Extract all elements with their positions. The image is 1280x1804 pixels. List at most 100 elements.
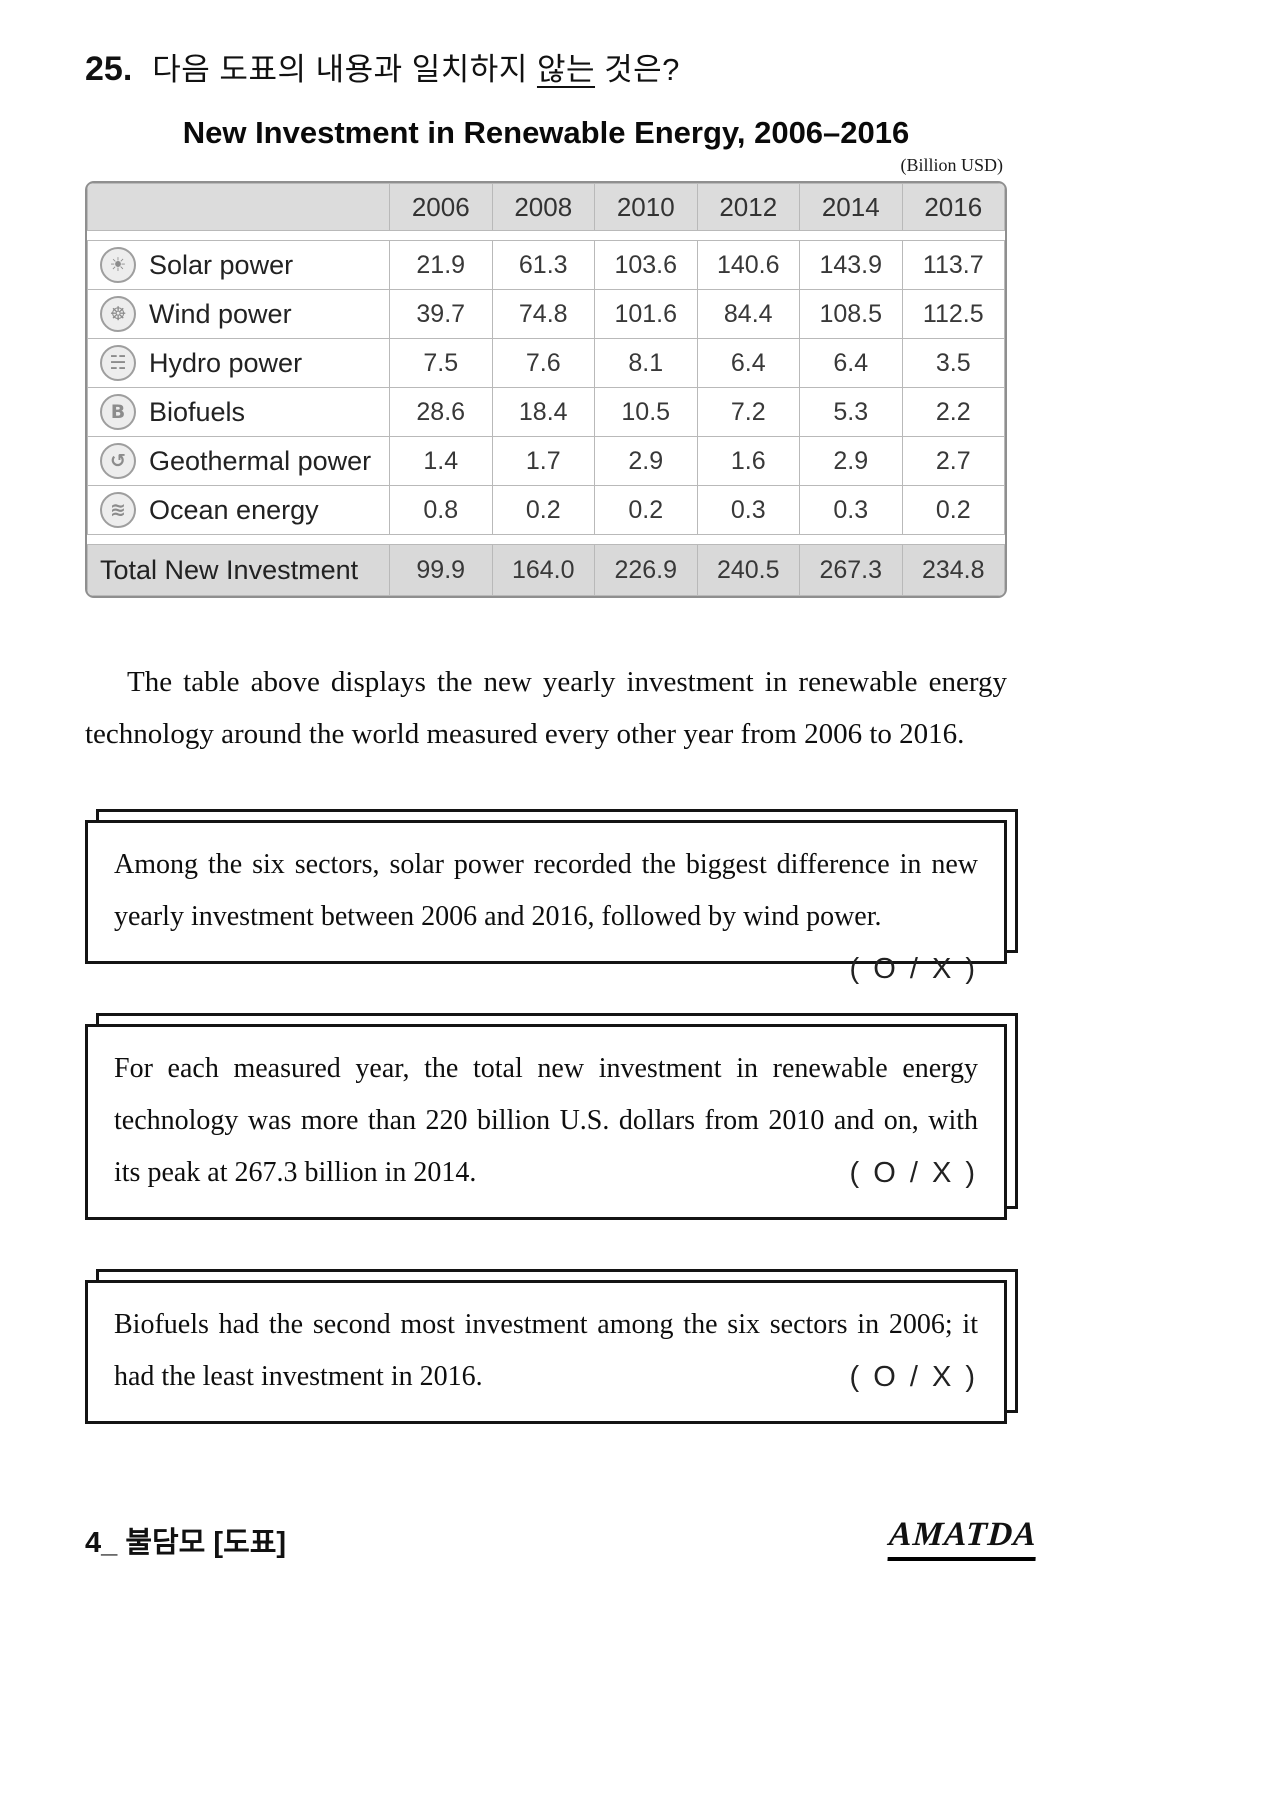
table-cell: 5.3: [799, 387, 903, 437]
table-cell: 2.9: [799, 436, 903, 486]
table-cell: 112.5: [901, 289, 1005, 339]
year-header: 2008: [491, 183, 595, 231]
table-cell: 143.9: [799, 240, 903, 290]
label-header-cell: [87, 183, 390, 231]
table-cell: 267.3: [799, 544, 903, 596]
statement-box-face: Biofuels had the second most investment …: [85, 1280, 1007, 1424]
table-cell: 7.6: [491, 338, 595, 388]
table-cell: 8.1: [594, 338, 698, 388]
statement-box-face: Among the six sectors, solar power recor…: [85, 820, 1007, 985]
icon-glyph: ↺: [110, 449, 126, 472]
table-cell: 99.9: [389, 544, 493, 596]
table-title: New Investment in Renewable Energy, 2006…: [182, 115, 910, 150]
brand-logo: AMATDA: [887, 1516, 1039, 1561]
table-cell: 7.5: [389, 338, 493, 388]
year-header: 2012: [696, 183, 800, 231]
table-cell: 28.6: [389, 387, 493, 437]
question-text-after: 것은?: [595, 52, 680, 87]
table-cell: 0.2: [594, 485, 698, 535]
table-cell: 0.2: [901, 485, 1005, 535]
total-row-label: Total New Investment: [87, 544, 390, 596]
table-cell: 7.2: [696, 387, 800, 437]
question-text-before: 다음 도표의 내용과 일치하지: [152, 52, 537, 87]
question-text-underlined: 않는: [536, 52, 596, 87]
year-header: 2010: [594, 183, 698, 231]
row-label: Wind power: [149, 298, 292, 329]
row-label-cell: ☀ Solar power: [87, 240, 390, 290]
question-number: 25.: [85, 50, 133, 88]
table-total-row: Total New Investment 99.9 164.0 226.9 24…: [87, 544, 1005, 596]
table-cell: 240.5: [696, 544, 800, 596]
geothermal-icon: ↺: [100, 443, 136, 479]
unit-label: (Billion USD): [900, 155, 1003, 175]
table-cell: 1.6: [696, 436, 800, 486]
description-paragraph: The table above displays the new yearly …: [85, 666, 1007, 750]
row-label: Ocean energy: [149, 494, 319, 525]
row-label-cell: ≋ Ocean energy: [87, 485, 390, 535]
wave-icon: ≋: [100, 492, 136, 528]
table-cell: 74.8: [491, 289, 595, 339]
table-cell: 18.4: [491, 387, 595, 437]
row-label: Solar power: [149, 249, 294, 280]
table-cell: 103.6: [594, 240, 698, 290]
sun-icon: ☀: [100, 247, 136, 283]
year-header: 2014: [799, 183, 903, 231]
table-cell: 0.8: [389, 485, 493, 535]
data-table-wrapper: 2006 2008 2010 2012 2014 2016 ☀: [85, 181, 1007, 598]
table-cell: 164.0: [491, 544, 595, 596]
table-row-biofuels: B Biofuels 28.6 18.4 10.5 7.2 5.3 2.2: [87, 387, 1005, 437]
icon-glyph: ☀: [109, 253, 127, 276]
row-label: Hydro power: [149, 347, 303, 378]
table-cell: 61.3: [491, 240, 595, 290]
table-cell: 0.3: [696, 485, 800, 535]
table-cell: 0.3: [799, 485, 903, 535]
content-column: 25. 다음 도표의 내용과 일치하지 않는 것은? New Investmen…: [85, 0, 1039, 1561]
row-label-cell: ☸ Wind power: [87, 289, 390, 339]
ox-choice: ( O / X ): [849, 1361, 978, 1393]
table-cell: 140.6: [696, 240, 800, 290]
question-header: 25. 다음 도표의 내용과 일치하지 않는 것은?: [85, 0, 1007, 89]
table-gap-row: [87, 230, 1005, 241]
year-header: 2006: [389, 183, 493, 231]
statement-box-face: For each measured year, the total new in…: [85, 1024, 1007, 1220]
year-header: 2016: [901, 183, 1005, 231]
row-label: Biofuels: [149, 396, 246, 427]
table-cell: 2.2: [901, 387, 1005, 437]
question-text: 다음 도표의 내용과 일치하지 않는 것은?: [152, 44, 680, 89]
table-row-solar: ☀ Solar power 21.9 61.3 103.6 140.6 143.…: [87, 240, 1005, 290]
table-cell: 6.4: [696, 338, 800, 388]
table-header-row: 2006 2008 2010 2012 2014 2016: [87, 183, 1005, 231]
biofuel-icon: B: [100, 394, 136, 430]
table-cell: 2.9: [594, 436, 698, 486]
icon-glyph: ≋: [110, 498, 126, 521]
statement-box-1: Among the six sectors, solar power recor…: [85, 809, 1018, 985]
table-cell: 234.8: [901, 544, 1005, 596]
table-row-hydro: ☵ Hydro power 7.5 7.6 8.1 6.4 6.4 3.5: [87, 338, 1005, 388]
wind-turbine-icon: ☸: [100, 296, 136, 332]
row-label-cell: B Biofuels: [87, 387, 390, 437]
icon-glyph: ☵: [109, 351, 127, 374]
table-cell: 21.9: [389, 240, 493, 290]
water-icon: ☵: [100, 345, 136, 381]
row-label: Geothermal power: [149, 445, 372, 476]
table-gap-row: [87, 534, 1005, 545]
table-cell: 108.5: [799, 289, 903, 339]
table-row-geothermal: ↺ Geothermal power 1.4 1.7 2.9 1.6 2.9 2…: [87, 436, 1005, 486]
icon-glyph: B: [110, 400, 126, 423]
row-label-cell: ☵ Hydro power: [87, 338, 390, 388]
table-cell: 113.7: [901, 240, 1005, 290]
statement-box-3: Biofuels had the second most investment …: [85, 1269, 1018, 1424]
icon-glyph: ☸: [109, 302, 127, 325]
table-cell: 1.7: [491, 436, 595, 486]
table-cell: 2.7: [901, 436, 1005, 486]
page-footer: 4_ 불담모 [도표] AMATDA: [85, 1516, 1039, 1561]
table-cell: 101.6: [594, 289, 698, 339]
table-cell: 3.5: [901, 338, 1005, 388]
table-cell: 84.4: [696, 289, 800, 339]
table-row-ocean: ≋ Ocean energy 0.8 0.2 0.2 0.3 0.3 0.2: [87, 485, 1005, 535]
footer-page-label: 4_ 불담모 [도표]: [85, 1527, 287, 1559]
statement-text: For each measured year, the total new in…: [114, 1053, 978, 1188]
table-cell: 0.2: [491, 485, 595, 535]
table-cell: 1.4: [389, 436, 493, 486]
